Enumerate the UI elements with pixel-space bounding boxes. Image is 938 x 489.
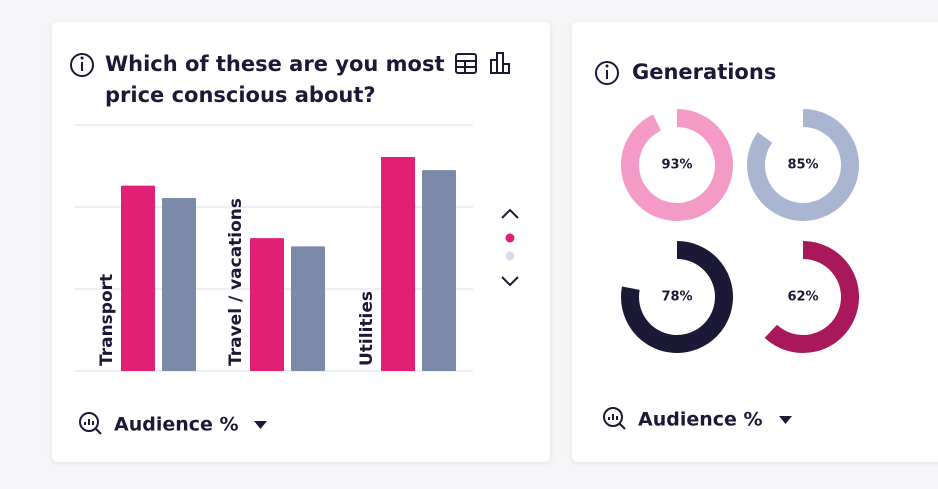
bar (422, 170, 456, 371)
carousel-down[interactable] (501, 276, 519, 287)
search-icon[interactable] (79, 412, 102, 435)
dropdown-caret[interactable] (779, 416, 792, 424)
bar (162, 197, 196, 371)
donut-label: 62% (787, 290, 818, 305)
search-icon[interactable] (603, 407, 626, 430)
donut-arc (764, 241, 859, 353)
donut-arc (621, 109, 733, 221)
info-icon[interactable] (595, 61, 619, 85)
chart-title: Which of these are you most (105, 52, 445, 76)
dropdown-caret[interactable] (254, 421, 267, 429)
donut-arc (747, 109, 859, 221)
category-label: Travel / vacations (226, 198, 246, 366)
dropdown-label[interactable]: Audience % (114, 414, 239, 436)
card (572, 22, 938, 462)
donut-label: 93% (661, 158, 692, 173)
bar (250, 238, 284, 371)
donut-label: 85% (787, 158, 818, 173)
table-view-icon[interactable] (455, 53, 477, 74)
category-label: Utilities (357, 291, 377, 366)
bar (291, 246, 325, 371)
donut-label: 78% (661, 290, 692, 305)
carousel-dot[interactable] (505, 233, 515, 243)
bar (121, 185, 155, 371)
donut-arc (621, 241, 733, 353)
chart-view-icon[interactable] (490, 52, 510, 74)
dropdown-label[interactable]: Audience % (638, 409, 763, 431)
bar (381, 156, 415, 371)
category-label: Transport (97, 274, 117, 366)
info-icon[interactable] (70, 53, 94, 77)
chart-title: Generations (632, 60, 776, 84)
chart-title: price conscious about? (105, 83, 376, 107)
carousel-up[interactable] (501, 208, 519, 219)
carousel-dot[interactable] (505, 251, 515, 261)
